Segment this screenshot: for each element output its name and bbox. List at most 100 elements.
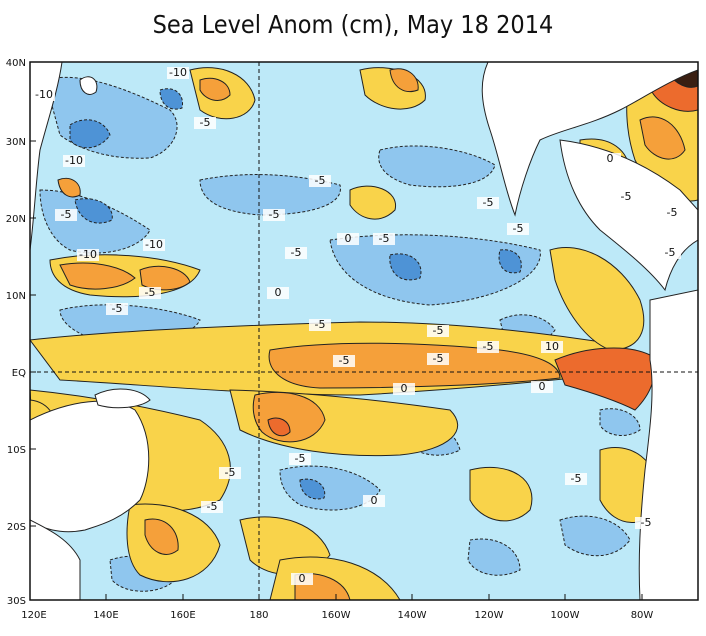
contour-label: -5 (433, 352, 444, 365)
contour-label: -10 (35, 88, 53, 101)
north-america (481, 62, 698, 217)
contour-label: -5 (207, 500, 218, 513)
contour-label: 0 (371, 494, 378, 507)
contour-label: 0 (345, 232, 352, 245)
contour-label: -5 (667, 206, 678, 219)
contour-label-background (659, 247, 681, 259)
plot-frame (29, 61, 699, 601)
contour-label-background (333, 355, 355, 367)
lat-tick-label: 20N (6, 214, 26, 225)
lon-tick-label: 160E (170, 610, 195, 621)
contour-label-background (477, 197, 499, 209)
lon-tick-label: 160W (322, 610, 351, 621)
lat-tick-label: 10S (7, 445, 26, 456)
lat-tick-label: 30N (6, 137, 26, 148)
contour-label-background (531, 381, 553, 393)
contour-label: 0 (401, 382, 408, 395)
lon-tick-label: 120W (475, 610, 504, 621)
contour-label: 0 (607, 152, 614, 165)
contour-label-background (167, 67, 189, 79)
map-title: Sea Level Anom (cm), May 18 2014 (152, 10, 554, 39)
contour-label-background (363, 495, 385, 507)
contour-label-background (337, 233, 359, 245)
asia-coast (30, 62, 63, 251)
contour-label-background (143, 239, 165, 251)
contour-label: -5 (269, 208, 280, 221)
positive-anomaly-mid (57, 68, 686, 600)
contour-label: -5 (571, 472, 582, 485)
contour-label: -5 (145, 286, 156, 299)
contour-label-background (615, 191, 637, 203)
contour-label: -5 (483, 196, 494, 209)
contour-label: -5 (665, 246, 676, 259)
contour-labels: -10 -5 -10 -10 -5 -10 -10 -5 -5 -5 -5 -5 -5 -5 0 -5 -5 -5… (33, 66, 683, 585)
contour-label: -10 (145, 238, 163, 251)
contour-label: 10 (545, 340, 559, 353)
contour-label-background (55, 209, 77, 221)
contour-label-background (309, 319, 331, 331)
latitude-axis: 40N 30N 20N 10N EQ 10S 20S 30S (6, 58, 26, 607)
contour-label-background (289, 453, 311, 465)
contour-label-background (635, 517, 657, 529)
contour-label: -5 (513, 222, 524, 235)
contour-label: -5 (315, 174, 326, 187)
contour-label: -5 (433, 324, 444, 337)
contour-label-background (477, 341, 499, 353)
contour-label-background (219, 467, 241, 479)
contour-label: -5 (61, 208, 72, 221)
contour-label: -5 (112, 302, 123, 315)
contour-label-background (373, 233, 395, 245)
contour-label-background (599, 153, 621, 165)
contour-label-background (427, 353, 449, 365)
contour-label: -5 (295, 452, 306, 465)
lat-tick-label: 20S (7, 522, 26, 533)
contour-label-background (507, 223, 529, 235)
contour-label-background (106, 303, 128, 315)
contour-label: -10 (169, 66, 187, 79)
contour-label: -5 (483, 340, 494, 353)
contour-label-background (393, 383, 415, 395)
contour-label: 0 (299, 572, 306, 585)
contour-label-background (263, 209, 285, 221)
contour-label-background (139, 287, 161, 299)
lat-tick-label: 40N (6, 58, 26, 69)
latitude-ticks (30, 61, 36, 527)
lon-tick-label: 140E (93, 610, 118, 621)
longitude-axis: 120E 140E 160E 180 160W 140W 120W 100W 8… (21, 610, 653, 621)
negative-anomaly-strong (69, 88, 522, 500)
contour-label-background (267, 287, 289, 299)
japan-island (79, 76, 98, 95)
contour-label-background (541, 341, 563, 353)
contour-label-background (33, 89, 55, 101)
contour-label-background (63, 155, 85, 167)
contour-label-background (309, 175, 331, 187)
new-guinea (94, 388, 151, 409)
lat-tick-label: 10N (6, 291, 26, 302)
contour-label-background (194, 117, 216, 129)
contour-label-background (77, 249, 99, 261)
lon-tick-label: 180 (249, 610, 268, 621)
contour-label: -10 (65, 154, 83, 167)
lat-tick-label: 30S (7, 596, 26, 607)
contour-label: -5 (200, 116, 211, 129)
contour-label: -5 (621, 190, 632, 203)
contour-label-background (201, 501, 223, 513)
contour-label-background (291, 573, 313, 585)
contour-label: -5 (315, 318, 326, 331)
map-plot (30, 62, 698, 600)
contour-label: -5 (641, 516, 652, 529)
lon-tick-label: 140W (398, 610, 427, 621)
contour-label-background (661, 207, 683, 219)
contour-label: -5 (291, 246, 302, 259)
contour-label-background (427, 325, 449, 337)
australia-south (30, 519, 81, 600)
contour-label: 0 (539, 380, 546, 393)
lat-tick-label: EQ (12, 368, 26, 379)
lon-tick-label: 120E (21, 610, 46, 621)
contour-label: -5 (225, 466, 236, 479)
contour-label-background (285, 247, 307, 259)
contour-label: -10 (79, 248, 97, 261)
contour-label-background (565, 473, 587, 485)
longitude-ticks (105, 594, 643, 600)
